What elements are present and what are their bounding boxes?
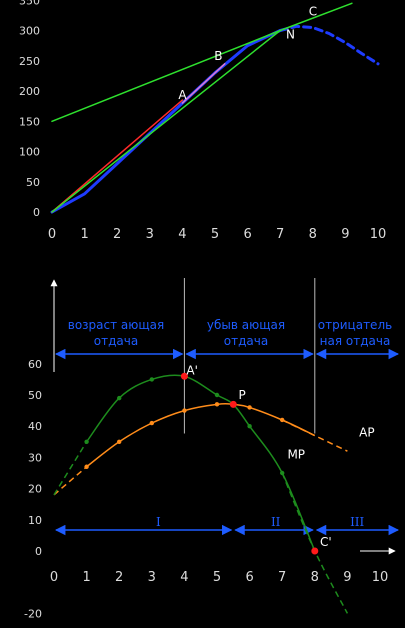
chart2-xtick-label: 0 — [50, 570, 58, 585]
chart2-marker-mp — [280, 470, 285, 476]
chart1-point-label-b: B — [214, 49, 222, 63]
chart2-ytick-label: 0 — [35, 545, 42, 558]
chart2-marker-ap — [280, 417, 285, 423]
chart2-marker-mp — [247, 424, 252, 429]
chart2-marker-mp — [214, 392, 220, 398]
chart1-xtick-label: 1 — [80, 227, 88, 242]
stage-label-increasing-line2: отдача — [94, 334, 138, 348]
chart2-ytick-label: 60 — [28, 358, 42, 371]
chart1-xtick-label: 5 — [211, 227, 219, 242]
chart2-xtick-label: 7 — [278, 570, 286, 585]
chart2-key-point-0 — [180, 372, 188, 380]
chart2-xtick-label: 1 — [82, 570, 90, 585]
chart1-xtick-label: 2 — [113, 227, 121, 242]
stage-label-diminishing-line1: убыв ающая — [207, 318, 285, 332]
chart1-xtick-label: 6 — [243, 227, 251, 242]
stage-label-negative-line2: ная отдача — [320, 334, 391, 348]
chart2-marker-ap — [247, 405, 252, 410]
chart2-point-label-c-prime: C' — [320, 535, 332, 549]
chart2-point-label-ap: AP — [359, 426, 374, 440]
chart1-series-line-2 — [51, 99, 184, 213]
chart2-ytick-label: 20 — [28, 483, 42, 496]
chart1-point-label-a: A — [178, 88, 187, 102]
chart1-series-line-6 — [51, 29, 281, 213]
stage-label-diminishing-line2: отдача — [224, 334, 268, 348]
chart2-key-point-2 — [311, 547, 319, 555]
chart2-xtick-label: 10 — [372, 570, 389, 585]
chart2-series-mp-dash-start — [53, 441, 88, 496]
chart1-xtick-label: 3 — [146, 227, 154, 242]
chart1-ytick-label: 0 — [33, 206, 40, 219]
chart2-marker-ap — [182, 408, 187, 413]
chart1-xtick-label: 9 — [341, 227, 349, 242]
zone-label-iii: III — [350, 515, 364, 529]
chart2-xtick-label: 2 — [115, 570, 123, 585]
chart2-xtick-label: 3 — [148, 570, 156, 585]
chart2-xtick-label: 5 — [213, 570, 221, 585]
chart2-marker-ap — [84, 464, 89, 469]
chart2-ytick-label: 30 — [28, 451, 42, 464]
zone-label-ii: II — [271, 515, 281, 529]
chart1-ytick-label: 200 — [19, 85, 40, 98]
chart1-point-label-c: C — [309, 5, 317, 19]
chart2-series-ap-dash-end — [281, 419, 348, 452]
chart1-xtick-label: 4 — [178, 227, 186, 242]
chart2-marker-ap — [214, 402, 220, 407]
chart1-series-line-5 — [279, 2, 353, 32]
chart1-series-line-3 — [181, 63, 226, 104]
chart2-marker-mp — [84, 439, 89, 444]
chart2-ytick-label: 10 — [28, 514, 42, 527]
chart2-ytick-label: -20 — [24, 607, 42, 620]
chart2-marker-ap — [117, 439, 122, 444]
chart2-marker-mp — [149, 377, 154, 382]
chart1-series-line-4 — [51, 29, 281, 123]
chart1-ytick-label: 150 — [19, 115, 40, 128]
chart2-marker-mp — [117, 395, 122, 401]
zone-label-i: I — [156, 515, 161, 529]
chart2-xtick-label: 9 — [343, 570, 351, 585]
chart2-series-ap — [86, 403, 316, 468]
stage-label-negative-line1: отрицатель — [318, 318, 392, 332]
chart2-xtick-label: 4 — [180, 570, 188, 585]
chart1-ytick-label: 250 — [19, 55, 40, 68]
chart1-ytick-label: 50 — [26, 176, 40, 189]
chart1-series-line-0 — [50, 29, 282, 214]
chart2-series-mp — [85, 374, 316, 552]
chart1-point-label-n: N — [286, 28, 295, 42]
chart2-point-label-p: P — [239, 388, 246, 402]
chart1-xtick-label: 7 — [276, 227, 284, 242]
stage-label-increasing-line1: возраст ающая — [68, 318, 165, 332]
chart2-series-ap-dash-start — [53, 466, 88, 496]
chart2-xtick-label: 8 — [311, 570, 319, 585]
chart1-ytick-label: 100 — [19, 146, 40, 159]
chart1-xtick-label: 0 — [48, 227, 56, 242]
chart1-xtick-label: 8 — [309, 227, 317, 242]
chart1-series-line-1 — [278, 24, 380, 66]
chart2-ytick-label: 50 — [28, 389, 42, 402]
chart2-ytick-label: 40 — [28, 420, 42, 433]
chart2-marker-ap — [149, 420, 154, 426]
chart1-ytick-label: 350 — [19, 0, 40, 7]
chart2-xtick-label: 6 — [245, 570, 253, 585]
chart2-point-label-a-prime: A' — [186, 363, 198, 377]
chart2-key-point-1 — [229, 400, 237, 408]
chart1-xtick-label: 10 — [370, 227, 387, 242]
chart1-ytick-label: 300 — [19, 25, 40, 38]
chart2-point-label-mp: MP — [287, 448, 305, 462]
